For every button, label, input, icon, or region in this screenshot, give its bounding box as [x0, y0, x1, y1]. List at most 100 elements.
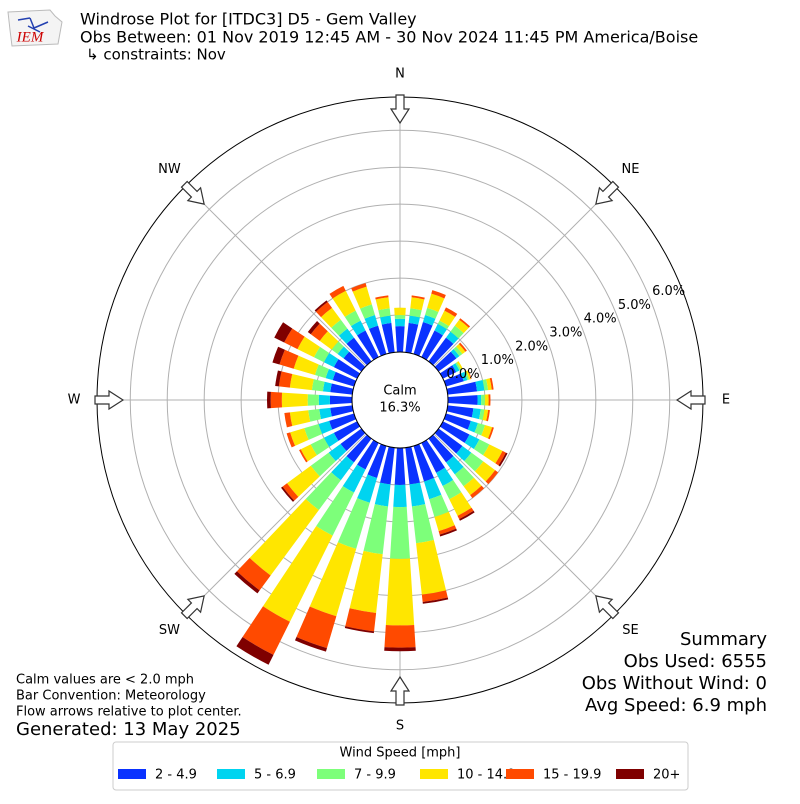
- bar-segment: [313, 346, 330, 363]
- direction-label: W: [68, 393, 81, 408]
- bar-segment: [307, 394, 319, 406]
- bar-segment: [346, 337, 372, 366]
- bar-segment: [284, 412, 293, 428]
- bar-segment: [405, 446, 420, 485]
- bar-segment: [384, 647, 416, 652]
- bar-segment: [452, 363, 460, 373]
- bar-segment: [474, 422, 486, 436]
- grid-spoke: [185, 433, 367, 615]
- bar-segment: [357, 439, 379, 470]
- bar-segment: [236, 557, 271, 591]
- bar-segment: [410, 297, 425, 311]
- bar-segment: [429, 494, 449, 517]
- bar-segment: [360, 304, 375, 319]
- bar-segment: [495, 450, 506, 466]
- bar-segment: [318, 420, 333, 435]
- bar-segment: [428, 337, 454, 366]
- bar-segment: [316, 486, 355, 536]
- bar-segment: [411, 504, 434, 544]
- bar-segment: [413, 322, 433, 357]
- bar-segment: [234, 571, 260, 594]
- bar-segment: [438, 525, 457, 535]
- bar-segment: [310, 452, 336, 477]
- bar-segment: [345, 608, 377, 632]
- legend-swatch: [506, 769, 534, 779]
- bar-segment: [343, 351, 366, 372]
- bar-segment: [460, 371, 468, 382]
- polar-plot: Calm 16.3% 0.0%1.0%2.0%3.0%4.0%5.0%6.0% N NE…: [68, 67, 731, 734]
- bar-segment: [456, 361, 463, 370]
- bar-segment: [408, 315, 420, 325]
- bar-segment: [442, 479, 462, 500]
- bar-segment: [409, 308, 422, 318]
- bar-segment: [332, 290, 356, 317]
- bar-segment: [434, 323, 448, 336]
- summary-line: Avg Speed: 6.9 mph: [585, 695, 767, 716]
- bar-segment: [394, 315, 406, 319]
- logo-text: IEM: [16, 29, 45, 45]
- bar-segment: [281, 392, 308, 408]
- flow-arrow-shape: [180, 595, 205, 620]
- bar-segment: [482, 379, 489, 391]
- calm-value: 16.3%: [379, 401, 420, 416]
- bar-segment: [304, 423, 323, 440]
- bar-segment: [332, 371, 357, 387]
- bar-segment: [439, 528, 457, 537]
- flow-arrow-shape: [389, 675, 411, 706]
- bar-segment: [458, 342, 467, 352]
- r-tick-label: 4.0%: [584, 312, 617, 327]
- bar-segment: [434, 351, 457, 372]
- bar-segment: [294, 637, 327, 652]
- bar-segment: [425, 307, 439, 319]
- bar-segment: [297, 336, 321, 358]
- bar-segment: [422, 314, 436, 326]
- bar-segment: [321, 307, 341, 328]
- bar-segment: [478, 409, 485, 420]
- bar-segment: [485, 470, 499, 485]
- calm-circle: [351, 351, 449, 449]
- bar-segment: [437, 320, 450, 330]
- bar-segment: [330, 405, 354, 417]
- bar-segment: [474, 461, 496, 482]
- bar-segment: [459, 318, 471, 328]
- bar-segment: [319, 407, 332, 420]
- title-line: Obs Between: 01 Nov 2019 12:45 AM - 30 N…: [80, 28, 698, 47]
- bar-segment: [351, 283, 367, 292]
- bar-segment: [278, 371, 293, 388]
- r-tick-label: 6.0%: [652, 284, 685, 299]
- bar-segment: [443, 413, 471, 430]
- bar-segment: [416, 540, 447, 595]
- direction-label: SE: [622, 623, 638, 638]
- bar-segment: [328, 443, 347, 462]
- bar-segment: [450, 349, 460, 359]
- bar-segment: [453, 346, 463, 357]
- bar-segment: [286, 432, 296, 448]
- bar-segment: [489, 377, 494, 390]
- flow-arrow: [389, 675, 411, 706]
- bar-segment: [409, 482, 426, 507]
- summary-line: Obs Without Wind: 0: [582, 673, 767, 694]
- legend-label: 5 - 6.9: [254, 768, 296, 783]
- bar-segment: [329, 285, 346, 299]
- bar-segment: [286, 465, 320, 497]
- bar-segment: [314, 300, 328, 312]
- bar-segment: [486, 409, 490, 422]
- bar-segment: [337, 346, 350, 359]
- bar-segment: [446, 381, 478, 395]
- title-line: ↳ constraints: Nov: [86, 46, 226, 64]
- summary-line: Summary: [680, 629, 767, 650]
- note: Flow arrows relative to plot center.: [16, 705, 242, 720]
- bar-segment: [446, 456, 464, 475]
- legend: 2 - 4.9 5 - 6.9 7 - 9.9 10 - 14.9 15 - 19.9 2…: [118, 768, 680, 783]
- r-tick-label: 2.0%: [515, 339, 548, 354]
- flow-arrow-shape: [675, 389, 706, 411]
- bar-segment: [456, 343, 466, 354]
- bar-segment: [405, 322, 419, 354]
- flow-arrow: [180, 180, 205, 205]
- flow-arrow: [389, 94, 411, 125]
- bar-segment: [473, 439, 490, 456]
- bar-segment: [342, 464, 366, 493]
- bar-segment: [422, 597, 449, 604]
- bar-segment: [498, 452, 508, 467]
- bar-segment: [309, 542, 357, 617]
